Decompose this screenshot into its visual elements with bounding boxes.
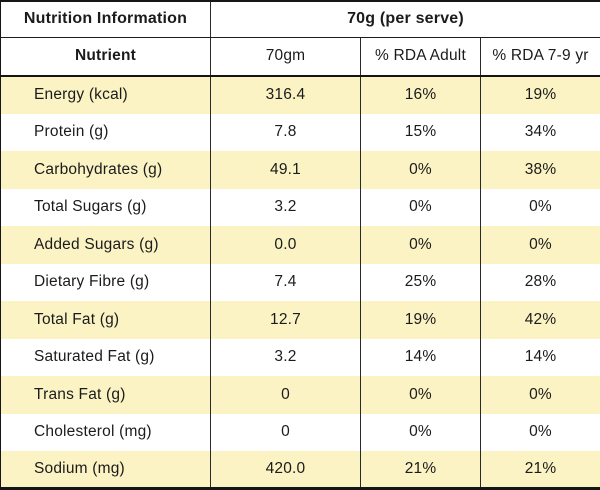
nutrient-cell: Energy (kcal) [0,76,211,114]
rda-adult-cell: 25% [360,263,481,301]
nutrient-cell: Added Sugars (g) [0,226,211,264]
table-row-trans-fat: Trans Fat (g) 0 0% 0% [0,376,600,414]
nutrient-cell: Total Sugars (g) [0,188,211,226]
amount-cell: 49.1 [210,151,361,189]
rda-7-9yr-cell: 0% [480,188,600,226]
rda-7-9yr-cell: 34% [480,113,600,151]
table-row-sodium: Sodium (mg) 420.0 21% 21% [0,451,600,489]
amount-cell: 7.8 [210,113,361,151]
rda-adult-cell: 19% [360,301,481,339]
column-header-row: Nutrient 70gm % RDA Adult % RDA 7-9 yr [0,37,600,77]
amount-cell: 0 [210,413,361,451]
nutrient-cell: Dietary Fibre (g) [0,263,211,301]
amount-cell: 0 [210,376,361,414]
table-row-energy: Energy (kcal) 316.4 16% 19% [0,76,600,114]
table-row-total-sugars: Total Sugars (g) 3.2 0% 0% [0,188,600,226]
rda-7-9yr-cell: 0% [480,376,600,414]
amount-cell: 0.0 [210,226,361,264]
table-title-row: Nutrition Information 70g (per serve) [0,1,600,38]
table-row-total-fat: Total Fat (g) 12.7 19% 42% [0,301,600,339]
amount-cell: 12.7 [210,301,361,339]
rda-7-9yr-cell: 38% [480,151,600,189]
column-header-nutrient: Nutrient [0,37,211,77]
table-row-cholesterol: Cholesterol (mg) 0 0% 0% [0,413,600,451]
nutrient-cell: Trans Fat (g) [0,376,211,414]
rda-adult-cell: 0% [360,226,481,264]
nutrient-cell: Total Fat (g) [0,301,211,339]
rda-7-9yr-cell: 21% [480,451,600,489]
nutrient-cell: Saturated Fat (g) [0,338,211,376]
amount-cell: 3.2 [210,188,361,226]
table-row-protein: Protein (g) 7.8 15% 34% [0,113,600,151]
serving-size-header: 70g (per serve) [210,1,600,38]
nutrient-cell: Sodium (mg) [0,451,211,489]
rda-7-9yr-cell: 42% [480,301,600,339]
rda-7-9yr-cell: 28% [480,263,600,301]
amount-cell: 316.4 [210,76,361,114]
amount-cell: 7.4 [210,263,361,301]
rda-adult-cell: 21% [360,451,481,489]
nutrient-cell: Protein (g) [0,113,211,151]
rda-adult-cell: 0% [360,188,481,226]
table-row-saturated-fat: Saturated Fat (g) 3.2 14% 14% [0,338,600,376]
rda-7-9yr-cell: 0% [480,226,600,264]
column-header-rda-7-9yr: % RDA 7-9 yr [480,37,600,77]
nutrient-cell: Cholesterol (mg) [0,413,211,451]
table-title: Nutrition Information [0,1,211,38]
table-row-dietary-fibre: Dietary Fibre (g) 7.4 25% 28% [0,263,600,301]
table-row-added-sugars: Added Sugars (g) 0.0 0% 0% [0,226,600,264]
amount-cell: 420.0 [210,451,361,489]
rda-7-9yr-cell: 0% [480,413,600,451]
rda-adult-cell: 0% [360,151,481,189]
rda-adult-cell: 0% [360,413,481,451]
rda-7-9yr-cell: 14% [480,338,600,376]
amount-cell: 3.2 [210,338,361,376]
nutrient-cell: Carbohydrates (g) [0,151,211,189]
column-header-amount: 70gm [210,37,361,77]
rda-adult-cell: 14% [360,338,481,376]
rda-adult-cell: 16% [360,76,481,114]
rda-adult-cell: 0% [360,376,481,414]
rda-adult-cell: 15% [360,113,481,151]
rda-7-9yr-cell: 19% [480,76,600,114]
table-row-carbohydrates: Carbohydrates (g) 49.1 0% 38% [0,151,600,189]
column-header-rda-adult: % RDA Adult [360,37,481,77]
